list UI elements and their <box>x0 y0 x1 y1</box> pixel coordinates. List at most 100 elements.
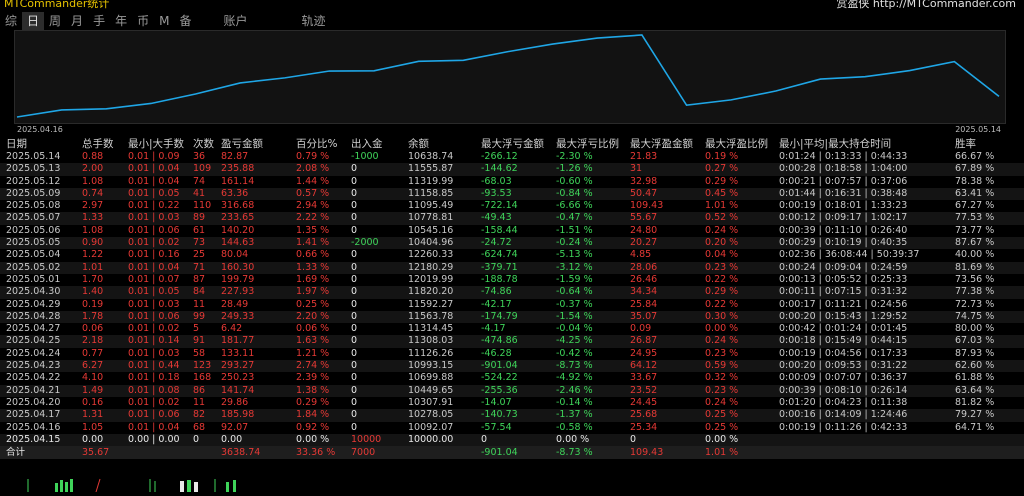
cell-9: -4.25 % <box>556 335 593 347</box>
cell-5: 0.57 % <box>296 187 330 199</box>
cell-0: 2025.05.05 <box>6 237 61 249</box>
cell-0: 2025.04.29 <box>6 298 61 310</box>
cell-3: 25 <box>193 249 206 261</box>
cell-13: 77.53 % <box>955 212 995 224</box>
cell-5: 0.00 % <box>296 433 330 445</box>
cell-12: 0:02:36 | 36:08:44 | 50:39:37 <box>779 249 920 261</box>
cell-4: 63.36 <box>221 187 249 199</box>
chart-start-date: 2025.04.16 <box>17 125 63 134</box>
cell-10: 50.47 <box>630 187 658 199</box>
cell-2: 0.01 | 0.06 <box>128 409 180 421</box>
cell-11: 0.22 % <box>705 273 739 285</box>
cell-9: -0.64 % <box>556 286 593 298</box>
cell-0: 2025.04.17 <box>6 409 61 421</box>
cell-0: 2025.04.24 <box>6 347 61 359</box>
cell-12: 0:00:39 | 0:11:10 | 0:26:40 <box>779 224 908 236</box>
cell-10: 25.34 <box>630 421 658 433</box>
tab-2[interactable]: 周 <box>49 14 62 28</box>
cell-1: 0.06 <box>82 323 104 335</box>
cell-13: 62.60 % <box>955 360 995 372</box>
tab-7[interactable]: M <box>159 14 170 28</box>
cell-13: 77.38 % <box>955 286 995 298</box>
cell-8: -46.28 <box>481 347 512 359</box>
cell-13: 63.41 % <box>955 187 995 199</box>
cell-12: 0:00:28 | 0:18:58 | 1:04:00 <box>779 163 908 175</box>
cell-9: -1.51 % <box>556 224 593 236</box>
cell-10: 28.06 <box>630 261 658 273</box>
cell-10: 26.46 <box>630 273 658 285</box>
cell-5: 0.79 % <box>296 151 330 162</box>
cell-12: 0:00:11 | 0:07:15 | 0:31:32 <box>779 286 908 298</box>
cell-9: -8.73 % <box>556 447 593 459</box>
cell-13: 67.89 % <box>955 163 995 175</box>
cell-1: 0.90 <box>82 237 104 249</box>
cell-6: 0 <box>351 298 358 310</box>
cell-2: 0.01 | 0.04 <box>128 175 180 187</box>
cell-2: 0.01 | 0.08 <box>128 384 180 396</box>
cell-0: 日期 <box>6 138 27 150</box>
cell-8: -57.54 <box>481 421 512 433</box>
cell-8: -624.74 <box>481 249 518 261</box>
cell-5: 1.44 % <box>296 175 330 187</box>
table-row: 2025.04.16 1.05 0.01 | 0.04 68 92.07 0.92 % 0 1… <box>0 422 1024 434</box>
cell-2: 0.01 | 0.04 <box>128 421 180 433</box>
cell-3: 71 <box>193 261 206 273</box>
cell-10: 25.84 <box>630 298 658 310</box>
table-total-row: 合计 35.67 3638.74 33.36 % 7000 -901.04 -8.73 % 1… <box>0 446 1024 460</box>
balance-line <box>16 34 1000 118</box>
cell-13: 81.82 % <box>955 396 995 408</box>
cell-1: 2.97 <box>82 200 104 212</box>
cell-3: 99 <box>193 310 206 322</box>
cell-9: -0.58 % <box>556 421 593 433</box>
cell-4: 249.33 <box>221 310 255 322</box>
tab-6[interactable]: 币 <box>137 14 150 28</box>
bottom-bar <box>0 477 1024 493</box>
cell-12: 最小|平均|最大持仓时间 <box>779 138 892 150</box>
tab-3[interactable]: 月 <box>71 14 84 28</box>
cell-4: 160.30 <box>221 261 255 273</box>
cell-1: 0.00 <box>82 433 104 445</box>
cell-11: 0.30 % <box>705 310 739 322</box>
tab-1[interactable]: 日 <box>22 12 45 30</box>
site-link[interactable]: 赏盈侠 http://MTCommander.com <box>836 0 1016 10</box>
cell-6: 0 <box>351 187 358 199</box>
cell-5: 0.06 % <box>296 323 330 335</box>
tab-5[interactable]: 年 <box>115 14 128 28</box>
cell-9: -1.26 % <box>556 163 593 175</box>
cell-11: 0.59 % <box>705 360 739 372</box>
cell-11: 0.25 % <box>705 421 739 433</box>
table-row: 2025.05.08 2.97 0.01 | 0.22 110 316.68 2.94 %… <box>0 200 1024 212</box>
cell-6: 0 <box>351 273 358 285</box>
tab-4[interactable]: 手 <box>93 14 106 28</box>
cell-8: -174.79 <box>481 310 518 322</box>
cell-10: 35.07 <box>630 310 658 322</box>
cell-8: -158.44 <box>481 224 518 236</box>
table-row: 2025.05.05 0.90 0.01 | 0.02 73 144.63 1.41 % -… <box>0 237 1024 250</box>
cell-10: 23.52 <box>630 384 658 396</box>
cell-1: 1.01 <box>82 261 104 273</box>
cell-10: 31 <box>630 163 643 175</box>
cell-9: -3.12 % <box>556 261 593 273</box>
cell-1: 1.70 <box>82 273 104 285</box>
table-row: 2025.05.07 1.33 0.01 | 0.03 89 233.65 2.22 % 0… <box>0 212 1024 225</box>
tab-9[interactable]: 账户 <box>223 14 248 28</box>
chart-end-date: 2025.05.14 <box>955 125 1001 134</box>
tab-8[interactable]: 备 <box>179 14 192 28</box>
cell-12: 0:00:19 | 0:11:26 | 0:42:33 <box>779 421 908 433</box>
cell-9: -1.54 % <box>556 310 593 322</box>
tab-10[interactable]: 轨迹 <box>301 14 326 28</box>
cell-4: 133.11 <box>221 347 255 359</box>
cell-6: 0 <box>351 396 358 408</box>
cell-2: 0.01 | 0.04 <box>128 163 180 175</box>
cell-4: 250.23 <box>221 372 255 384</box>
cell-0: 2025.04.23 <box>6 360 61 372</box>
cell-8: -74.86 <box>481 286 512 298</box>
cell-0: 2025.04.28 <box>6 310 61 322</box>
cell-6: 0 <box>351 310 358 322</box>
tab-0[interactable]: 综 <box>5 14 18 28</box>
cell-13: 81.69 % <box>955 261 995 273</box>
cell-10: 55.67 <box>630 212 658 224</box>
cell-12: 0:00:21 | 0:07:57 | 0:37:06 <box>779 175 908 187</box>
cell-1: 0.74 <box>82 187 104 199</box>
cell-9: -6.66 % <box>556 200 593 212</box>
